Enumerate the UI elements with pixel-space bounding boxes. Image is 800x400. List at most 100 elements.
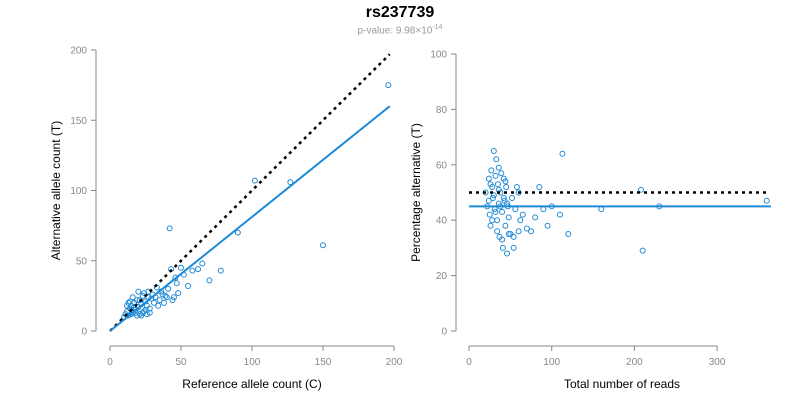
right-data-point bbox=[638, 186, 645, 193]
left-x-tick-label: 0 bbox=[107, 357, 113, 368]
left-data-point bbox=[217, 267, 224, 274]
right-data-point bbox=[598, 206, 605, 213]
left-y-tick-label: 150 bbox=[70, 116, 87, 127]
right-x-axis-title: Total number of reads bbox=[564, 377, 680, 391]
left-x-tick-label: 150 bbox=[315, 357, 332, 368]
right-data-point bbox=[504, 250, 511, 257]
left-data-point bbox=[175, 290, 182, 297]
left-data-point bbox=[156, 297, 163, 304]
right-data-point bbox=[485, 197, 492, 204]
left-data-point bbox=[160, 299, 167, 306]
left-data-point bbox=[143, 311, 150, 318]
right-data-point bbox=[532, 214, 539, 221]
right-data-point bbox=[495, 164, 502, 171]
left-data-point bbox=[169, 297, 176, 304]
left-data-point bbox=[163, 294, 170, 301]
right-data-point bbox=[485, 175, 492, 182]
right-data-point bbox=[505, 231, 512, 238]
right-data-point bbox=[515, 228, 522, 235]
right-x-tick-label: 300 bbox=[709, 357, 726, 368]
left-data-point bbox=[251, 177, 258, 184]
right-data-point bbox=[494, 217, 501, 224]
left-data-point bbox=[195, 266, 202, 273]
right-y-tick-label: 100 bbox=[430, 50, 447, 61]
right-data-point bbox=[639, 247, 646, 254]
right-data-point bbox=[502, 178, 509, 185]
right-data-point bbox=[488, 167, 495, 174]
left-y-tick-label: 100 bbox=[70, 186, 87, 197]
left-x-tick-label: 100 bbox=[244, 357, 261, 368]
left-data-point bbox=[138, 312, 145, 319]
right-data-point bbox=[556, 211, 563, 218]
right-data-point bbox=[489, 195, 496, 202]
right-data-point bbox=[498, 170, 505, 177]
left-data-point bbox=[128, 306, 135, 313]
right-data-point bbox=[494, 181, 501, 188]
left-data-point bbox=[206, 277, 213, 284]
right-data-point bbox=[502, 222, 509, 229]
right-data-point bbox=[528, 228, 535, 235]
right-data-point bbox=[559, 150, 566, 157]
right-data-point bbox=[505, 214, 512, 221]
right-data-point bbox=[515, 189, 522, 196]
right-data-point bbox=[540, 206, 547, 213]
right-x-tick-label: 200 bbox=[626, 357, 643, 368]
right-data-point bbox=[494, 228, 501, 235]
right-data-point bbox=[510, 233, 517, 240]
right-data-point bbox=[490, 147, 497, 154]
right-data-point bbox=[487, 181, 494, 188]
right-x-tick-label: 100 bbox=[543, 357, 560, 368]
right-data-point bbox=[490, 192, 497, 199]
left-y-tick-label: 200 bbox=[70, 46, 87, 57]
right-data-point bbox=[565, 231, 572, 238]
left-x-axis-title: Reference allele count (C) bbox=[182, 377, 321, 391]
left-data-point bbox=[162, 292, 169, 299]
chart-subtitle: p-value: 9.98×10-14 bbox=[0, 24, 800, 36]
right-data-point bbox=[513, 183, 520, 190]
right-data-point bbox=[510, 244, 517, 251]
left-data-point bbox=[287, 179, 294, 186]
left-data-point bbox=[124, 302, 131, 309]
right-data-point bbox=[489, 217, 496, 224]
right-data-point bbox=[499, 244, 506, 251]
left-data-point bbox=[234, 229, 241, 236]
right-data-point bbox=[499, 236, 506, 243]
left-data-point bbox=[320, 242, 326, 249]
right-y-tick-label: 40 bbox=[436, 216, 448, 227]
left-data-point bbox=[178, 264, 184, 271]
right-data-point bbox=[517, 217, 524, 224]
right-data-point bbox=[523, 225, 530, 232]
right-data-point bbox=[487, 222, 494, 229]
right-data-point bbox=[499, 208, 506, 215]
allele-count-panel: 0 50 100 150 200 0 50 100 150 200 Reference allele… bbox=[49, 46, 403, 392]
left-data-point bbox=[129, 294, 136, 301]
p-value-exponent: -14 bbox=[432, 24, 443, 31]
left-data-point bbox=[159, 291, 166, 298]
left-x-tick-label: 50 bbox=[175, 357, 187, 368]
left-data-point bbox=[185, 283, 192, 290]
right-data-point bbox=[500, 195, 507, 202]
right-y-tick-label: 80 bbox=[436, 105, 448, 116]
left-data-point bbox=[173, 280, 180, 287]
right-x-tick-label: 0 bbox=[466, 357, 472, 368]
percentage-panel: 0 100 200 300 0 20 40 60 80 100 Total number of re… bbox=[409, 50, 771, 391]
p-value-text: p-value: 9.98×10 bbox=[357, 25, 433, 37]
left-data-point bbox=[155, 302, 162, 309]
left-data-point bbox=[199, 260, 206, 267]
left-data-point bbox=[125, 299, 132, 306]
right-data-point bbox=[503, 183, 510, 190]
left-y-axis-title: Alternative allele count (T) bbox=[49, 121, 63, 260]
left-data-point bbox=[165, 285, 172, 292]
left-data-point bbox=[151, 299, 158, 306]
left-data-point bbox=[166, 225, 173, 232]
left-fit-line bbox=[109, 105, 391, 332]
right-data-point bbox=[492, 172, 499, 179]
left-data-point bbox=[385, 82, 392, 89]
right-y-tick-label: 20 bbox=[436, 271, 448, 282]
right-y-tick-label: 0 bbox=[441, 327, 447, 338]
left-data-point bbox=[189, 267, 196, 274]
left-reference-line bbox=[109, 53, 391, 332]
right-data-point bbox=[486, 211, 493, 218]
right-y-tick-label: 60 bbox=[436, 160, 448, 171]
